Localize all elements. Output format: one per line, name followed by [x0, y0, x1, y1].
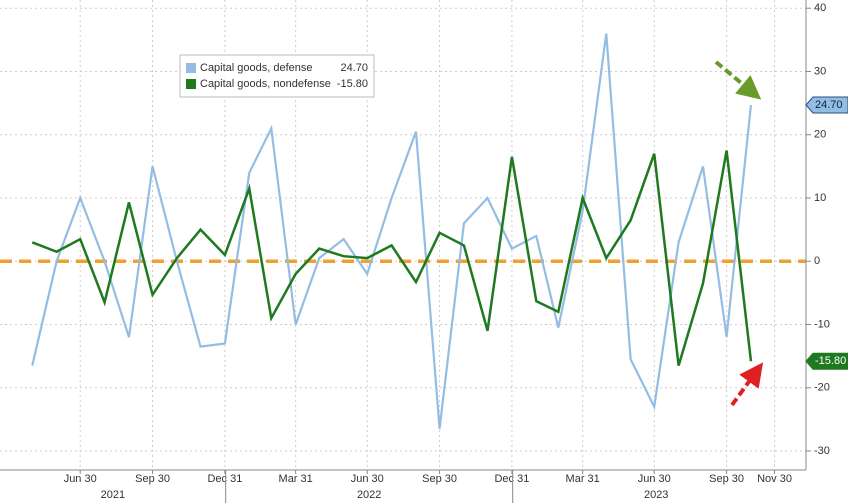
y-tick-label: -10: [814, 318, 830, 330]
year-label: 2023: [644, 489, 668, 501]
legend-value: 24.70: [340, 62, 368, 74]
x-tick-label: Nov 30: [757, 473, 792, 485]
legend-value: -15.80: [337, 78, 368, 90]
annotation-arrow: [730, 362, 764, 407]
x-tick-label: Mar 31: [566, 473, 600, 485]
legend-label: Capital goods, nondefense: [200, 78, 331, 90]
x-tick-label: Mar 31: [279, 473, 313, 485]
legend-swatch: [186, 63, 196, 73]
x-tick-label: Jun 30: [351, 473, 384, 485]
x-tick-label: Sep 30: [135, 473, 170, 485]
legend: Capital goods, defense 24.70 Capital goods…: [179, 54, 375, 98]
y-tick-label: -30: [814, 445, 830, 457]
x-tick-label: Sep 30: [422, 473, 457, 485]
legend-label: Capital goods, defense: [200, 62, 313, 74]
year-label: 2021: [101, 489, 125, 501]
y-tick-label: 0: [814, 255, 820, 267]
x-tick-label: Jun 30: [64, 473, 97, 485]
annotation-arrow: [714, 60, 762, 100]
value-tag-label: 24.70: [815, 99, 843, 111]
y-tick-label: 10: [814, 192, 826, 204]
value-tag: [805, 96, 848, 114]
lines: [0, 33, 806, 430]
y-tick-label: 20: [814, 129, 826, 141]
y-tick-label: 40: [814, 2, 826, 14]
x-tick-label: Dec 31: [494, 473, 529, 485]
legend-box: [179, 54, 375, 98]
x-tick-label: Jun 30: [638, 473, 671, 485]
value-tag-label: -15.80: [815, 355, 846, 367]
year-label: 2022: [357, 489, 381, 501]
series-line: [31, 33, 753, 430]
x-tick-label: Dec 31: [207, 473, 242, 485]
x-tick-label: Sep 30: [709, 473, 744, 485]
y-tick-label: -20: [814, 382, 830, 394]
series-line: [31, 150, 753, 366]
legend-swatch: [186, 79, 196, 89]
y-tick-label: 30: [814, 65, 826, 77]
value-tag: [805, 352, 848, 370]
